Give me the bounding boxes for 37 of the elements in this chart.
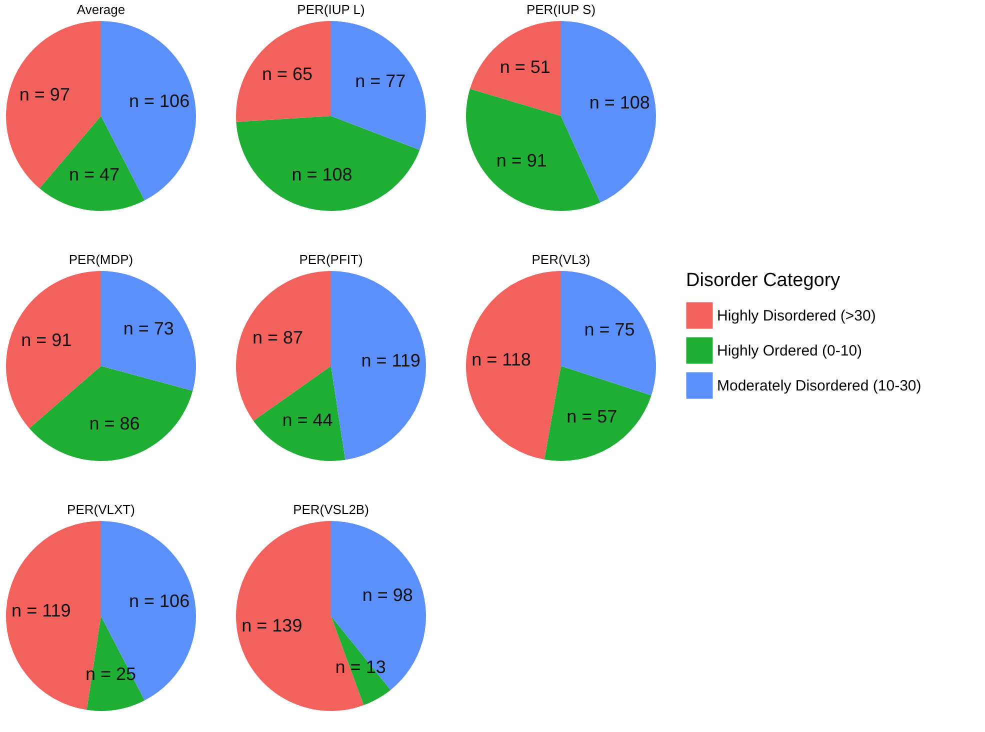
data-label: n = 139 [242, 616, 302, 636]
pie-slice [544, 366, 652, 461]
chart-title: PER(IUP L) [297, 2, 365, 17]
chart-title: PER(VSL2B) [293, 502, 369, 517]
data-label: n = 65 [262, 64, 313, 84]
data-label: n = 108 [589, 92, 650, 112]
data-label: n = 77 [355, 70, 406, 91]
data-label: n = 119 [361, 350, 420, 370]
legend-label: Highly Ordered (0-10) [717, 342, 862, 360]
data-label: n = 91 [21, 330, 72, 350]
legend-label: Moderately Disordered (10-30) [717, 378, 922, 394]
chart-title: PER(VLXT) [67, 502, 135, 517]
chart-title: PER(IUP S) [526, 2, 596, 17]
chart-title: PER(PFIT) [299, 252, 363, 267]
pie-slice [466, 271, 561, 460]
data-label: n = 97 [19, 84, 70, 104]
data-label: n = 106 [129, 90, 190, 111]
chart-title: Average [76, 2, 126, 17]
chart-title: PER(VL3) [532, 252, 590, 267]
data-label: n = 87 [252, 327, 303, 348]
chart-title: PER(MDP) [68, 252, 134, 267]
legend-label: Highly Disordered (>30) [717, 308, 876, 324]
data-label: n = 106 [129, 590, 190, 611]
data-label: n = 119 [12, 600, 71, 620]
data-label: n = 75 [584, 320, 635, 340]
data-label: n = 108 [292, 164, 352, 184]
data-label: n = 98 [362, 585, 413, 606]
data-label: n = 91 [496, 150, 547, 170]
legend-title: Disorder Category [686, 270, 841, 291]
data-label: n = 86 [89, 413, 140, 434]
data-label: n = 47 [68, 164, 120, 185]
data-label: n = 73 [123, 318, 174, 339]
data-label: n = 44 [282, 410, 333, 430]
data-label: n = 51 [500, 56, 550, 77]
data-label: n = 57 [566, 406, 618, 426]
data-label: n = 118 [472, 350, 531, 370]
pie-slice [561, 271, 656, 396]
